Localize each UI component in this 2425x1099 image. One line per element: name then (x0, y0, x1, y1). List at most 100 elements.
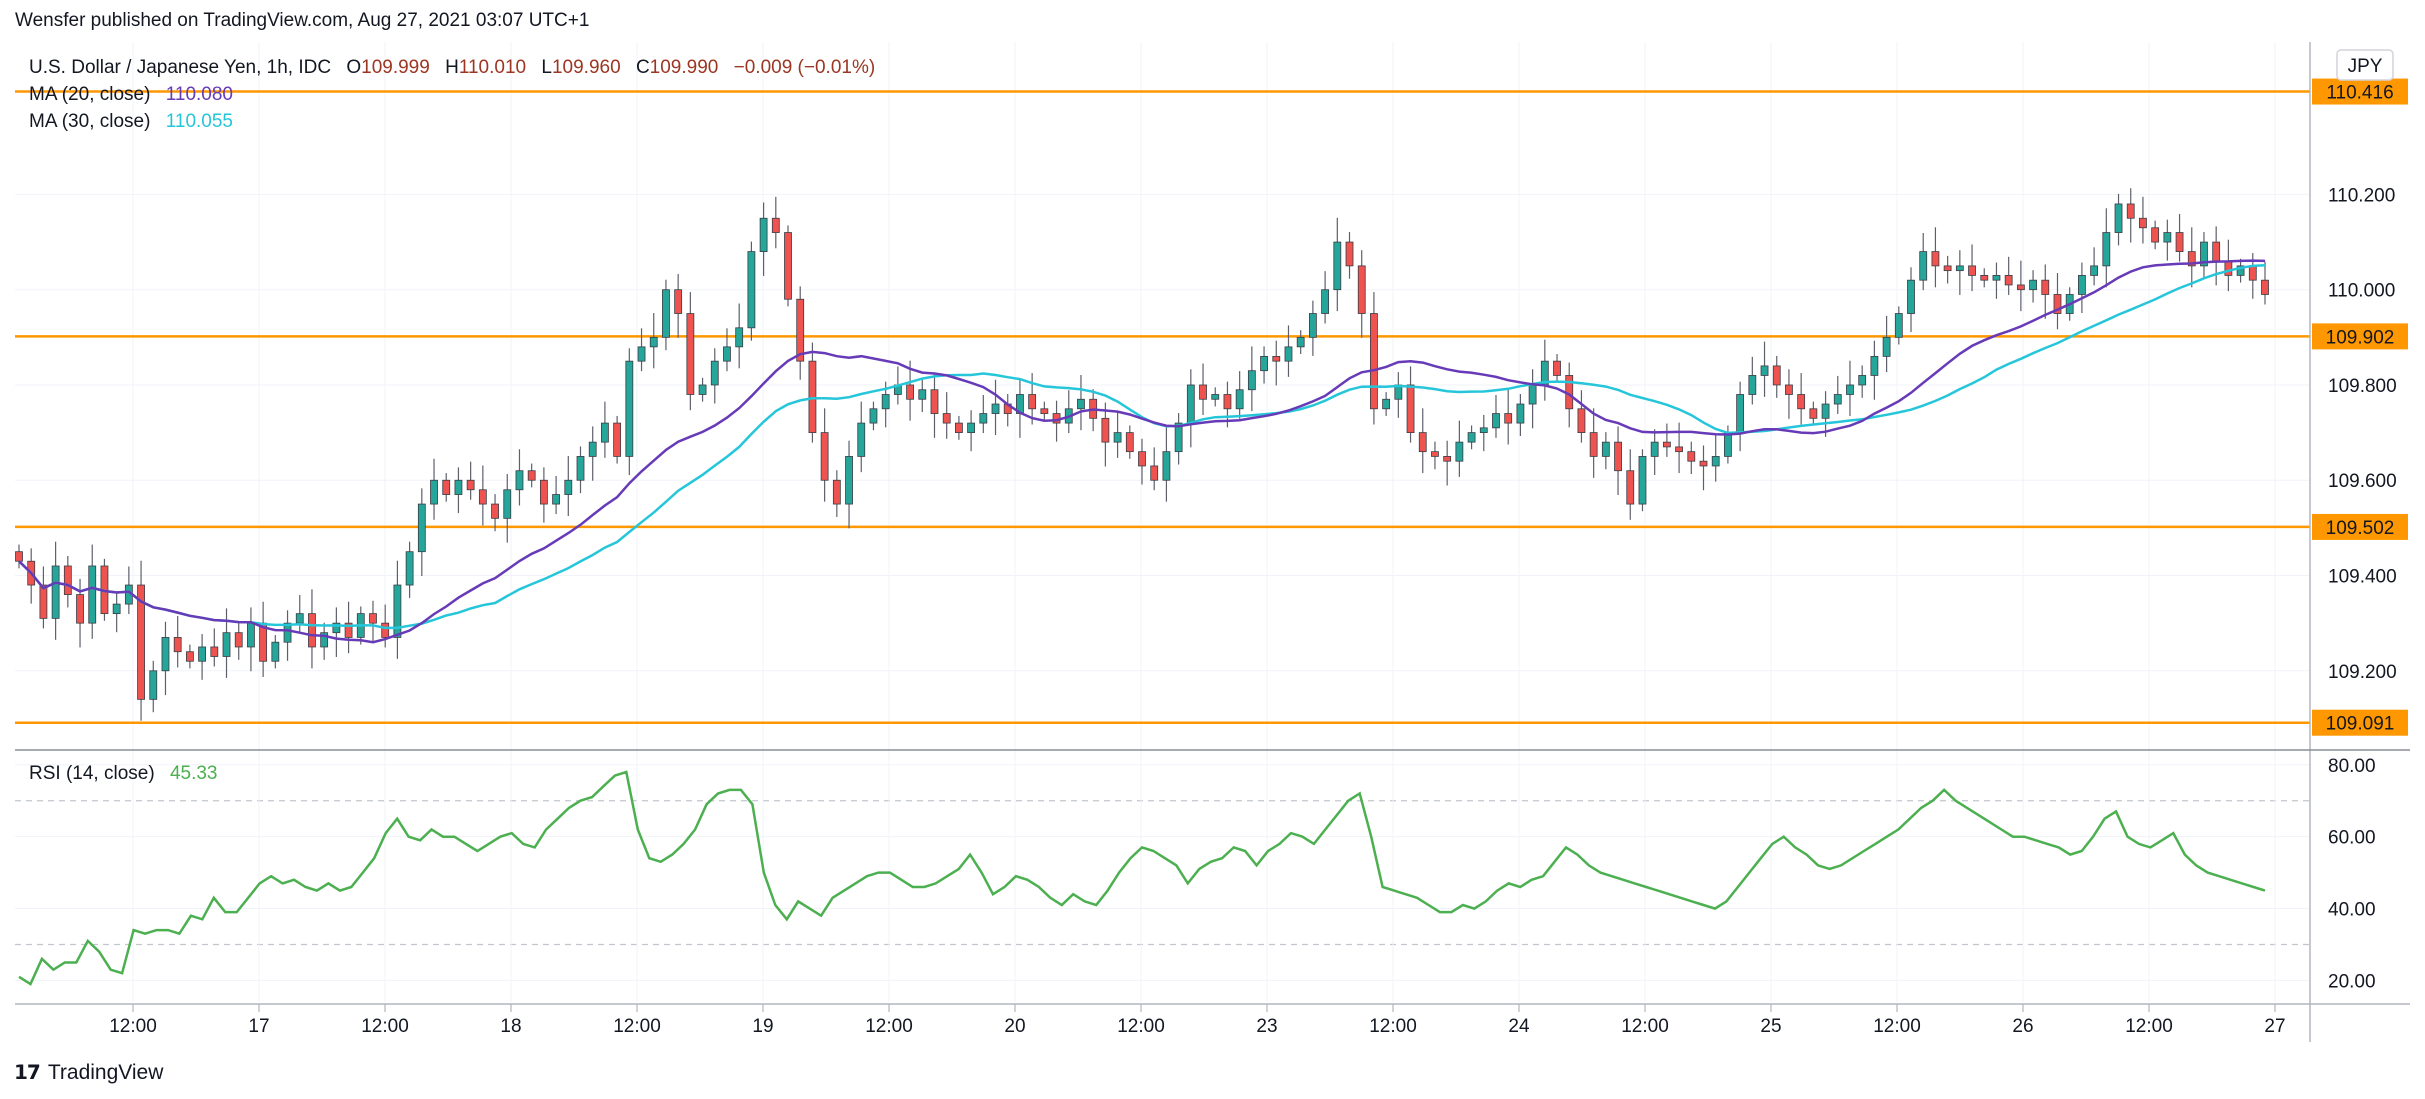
candle-body (2139, 217, 2147, 229)
candle-body (747, 251, 756, 329)
candle-body (539, 479, 548, 505)
svg-text:MA (30, close) 110.055: MA (30, close) 110.055 (29, 111, 233, 132)
legend-open: 109.999 (361, 57, 430, 78)
tradingview-logo-icon: 𝟭𝟳 (14, 1062, 41, 1084)
candle-body (2078, 275, 2086, 295)
candle-body (1736, 394, 1745, 434)
candle-body (1162, 451, 1171, 481)
candle-body (369, 613, 377, 624)
time-tick-label: 27 (2264, 1016, 2285, 1037)
candle-body (955, 422, 963, 434)
candle-body (906, 384, 914, 400)
candle-body (478, 489, 487, 505)
candle-body (918, 389, 927, 400)
candle-body (625, 360, 634, 457)
legend-change: −0.009 (−0.01%) (734, 57, 876, 78)
legend-ma20: MA (20, close) (29, 84, 150, 105)
candle-body (1943, 265, 1952, 272)
rsi-tick-label: 80.00 (2328, 756, 2376, 777)
candle-body (466, 479, 475, 491)
candle-body (942, 413, 951, 424)
time-tick-label: 12:00 (1369, 1016, 1417, 1037)
candle-body (320, 632, 329, 648)
candle-body (759, 217, 768, 252)
candle-body (417, 503, 426, 553)
candle-body (784, 232, 792, 300)
time-tick-label: 24 (1508, 1016, 1530, 1037)
candle-body (1455, 441, 1464, 462)
candle-body (1174, 422, 1183, 453)
candle-body (2004, 275, 2013, 286)
candle-body (1662, 441, 1671, 448)
rsi-tick-label: 20.00 (2328, 971, 2376, 992)
legend-ma30: MA (30, close) (29, 111, 150, 132)
candle-body (857, 422, 866, 457)
candle-body (1724, 432, 1732, 457)
price-tick-label: 109.200 (2328, 662, 2397, 683)
time-tick-label: 18 (500, 1016, 521, 1037)
candle-body (137, 584, 145, 700)
candle-body (637, 346, 646, 362)
candle-body (686, 313, 695, 395)
candle-body (1345, 241, 1354, 267)
candle-body (1382, 398, 1391, 410)
candle-body (2236, 265, 2245, 276)
candle-body (198, 646, 206, 662)
candle-body (1711, 456, 1720, 467)
candle-body (491, 503, 499, 519)
candle-body (173, 637, 182, 653)
ma20-line (18, 259, 2266, 644)
candle-body (1516, 403, 1525, 424)
candle-body (1907, 279, 1915, 314)
price-tick-label: 109.400 (2328, 567, 2397, 588)
candle-body (1418, 432, 1427, 453)
publisher-header: Wensfer published on TradingView.com, Au… (15, 10, 590, 31)
candle-body (1211, 394, 1220, 400)
candle-body (1846, 384, 1854, 395)
candle-body (283, 622, 292, 643)
candle-body (39, 584, 48, 619)
candle-body (454, 479, 463, 495)
candle-body (735, 327, 744, 348)
candle-body (88, 565, 97, 624)
time-tick-label: 12:00 (361, 1016, 409, 1037)
candle-body (1760, 365, 1769, 376)
time-tick-label: 12:00 (109, 1016, 157, 1037)
candle-body (662, 289, 670, 338)
candle-body (1333, 241, 1342, 291)
legend-low-label: L (541, 57, 552, 78)
candle-body (881, 394, 890, 410)
candle-body (1601, 441, 1610, 457)
chart-area[interactable]: 110.416 109.902 109.502 109.091 110.200 110.… (15, 42, 2410, 1052)
candle-body (1797, 394, 1806, 410)
candle-body (1235, 389, 1244, 410)
candle-body (576, 456, 585, 481)
candle-body (845, 456, 853, 505)
candle-body (698, 384, 707, 395)
candle-body (1650, 441, 1659, 457)
candle-body (613, 422, 622, 457)
candle-body (1125, 432, 1134, 453)
candle-body (1785, 384, 1793, 395)
candle-body (527, 470, 536, 481)
candle-body (1748, 375, 1757, 395)
legend-symbol: U.S. Dollar / Japanese Yen, 1h, IDC (29, 57, 331, 78)
rsi-line (18, 770, 2266, 986)
candle-body (2090, 265, 2099, 276)
currency-badge[interactable]: JPY (2336, 49, 2394, 81)
brand-name: TradingView (47, 1060, 164, 1084)
candle-body (2041, 279, 2050, 295)
legend-close: 109.990 (650, 57, 719, 78)
svg-text:U.S. Dollar / Japanese Yen, 1h: U.S. Dollar / Japanese Yen, 1h, IDC O109… (29, 57, 875, 78)
candle-body (2200, 241, 2208, 267)
candle-body (1321, 289, 1329, 314)
legend-ma20-value: 110.080 (166, 84, 233, 105)
candle-body (1113, 432, 1122, 443)
horizontal-levels[interactable]: 110.416 109.902 109.502 109.091 (15, 78, 2408, 736)
tradingview-brand[interactable]: 𝟭𝟳 TradingView (14, 1060, 163, 1085)
candle-body (2126, 203, 2135, 219)
candle-body (381, 622, 390, 638)
legend-open-label: O (346, 57, 361, 78)
candle-body (1589, 432, 1598, 457)
